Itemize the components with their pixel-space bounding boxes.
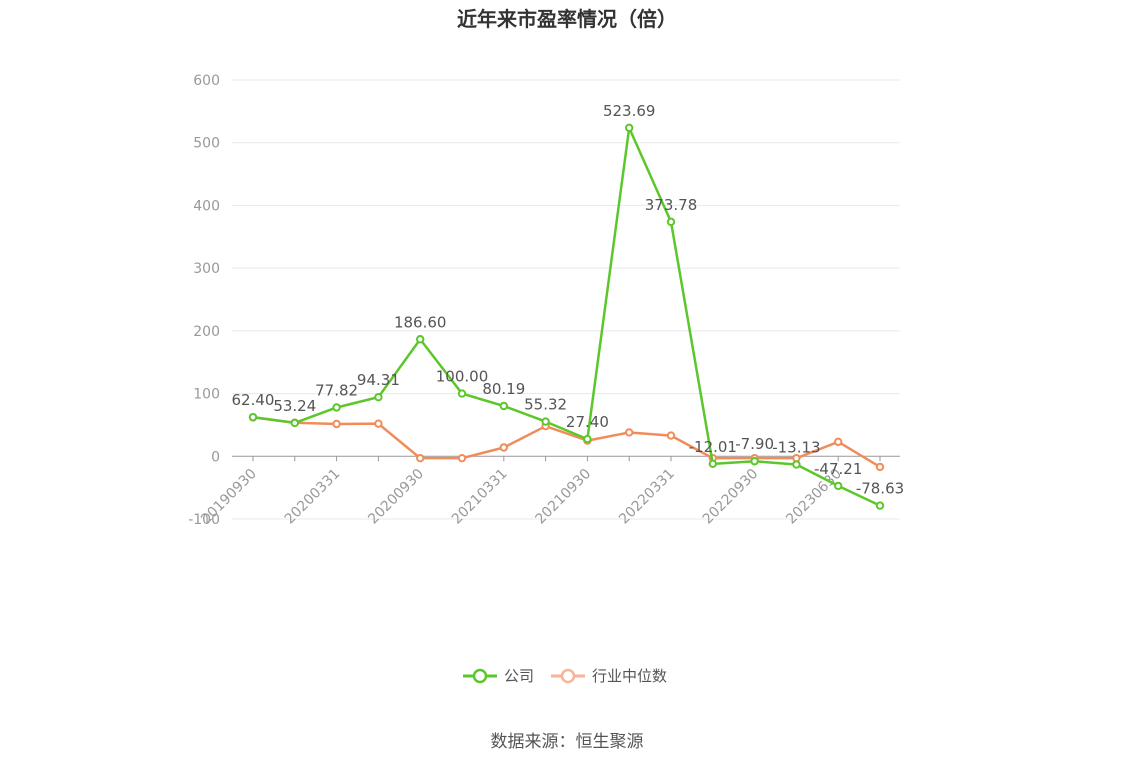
- data-point-1-14: [834, 437, 843, 447]
- data-label-0: 62.40: [232, 391, 275, 409]
- legend-item-company[interactable]: 公司: [463, 667, 534, 685]
- data-label-12: -7.90: [735, 435, 774, 453]
- legend-industry-marker: [560, 668, 576, 684]
- y-tick-label: 0: [211, 449, 220, 465]
- data-label-13: -13.13: [772, 439, 820, 457]
- data-label-3: 94.31: [357, 371, 400, 389]
- data-point-1-5: [457, 453, 467, 463]
- x-tick-label: 20200930: [365, 466, 427, 528]
- series-line-0: [252, 126, 881, 507]
- data-label-10: 373.78: [645, 196, 698, 214]
- data-source: 数据来源：恒生聚源: [491, 732, 644, 752]
- legend[interactable]: 公司 行业中位数: [463, 667, 667, 685]
- y-axis: 600 500 400 300 200 100 0 -100: [188, 73, 220, 528]
- data-point-0-8: [583, 434, 592, 444]
- data-point-0-1: [290, 418, 299, 428]
- y-tick-label: 400: [193, 198, 220, 214]
- data-point-0-10: [666, 217, 676, 227]
- data-label-6: 80.19: [482, 380, 525, 398]
- data-label-5: 100.00: [436, 368, 489, 386]
- data-point-0-4: [416, 335, 425, 344]
- y-tick-label: 300: [193, 261, 220, 277]
- data-point-0-15: [875, 501, 885, 510]
- x-tick-label: 20190930: [198, 466, 260, 528]
- data-point-0-13: [792, 460, 801, 469]
- data-label-4: 186.60: [394, 313, 447, 331]
- x-axis: 20190930 20200331 20200930 20210331 20210930…: [198, 456, 881, 528]
- legend-company-marker: [472, 668, 488, 684]
- data-point-1-6: [499, 443, 508, 452]
- x-tick-label: 20220331: [616, 466, 678, 528]
- data-label-15: -78.63: [856, 480, 904, 498]
- data-point-0-5: [457, 389, 467, 398]
- data-point-1-4: [416, 453, 425, 463]
- data-point-0-3: [374, 392, 383, 402]
- data-point-0-7: [541, 417, 550, 426]
- y-tick-label: 100: [193, 387, 220, 403]
- y-tick-label: 500: [193, 136, 220, 152]
- legend-company-label: 公司: [504, 667, 534, 685]
- x-tick-label: 20220930: [700, 466, 762, 528]
- series-line-1: [252, 416, 881, 469]
- data-point-0-14: [834, 481, 843, 491]
- data-point-1-15: [875, 462, 885, 472]
- data-label-11: -12.01: [689, 438, 737, 456]
- data-point-1-2: [332, 419, 341, 429]
- data-point-0-9: [625, 123, 634, 133]
- chart-title: 近年来市盈率情况（倍）: [457, 7, 677, 31]
- data-point-1-10: [666, 431, 676, 440]
- data-point-0-6: [499, 401, 508, 411]
- x-tick-label: 20200331: [282, 466, 344, 528]
- x-tick-label: 20210930: [533, 466, 595, 528]
- data-point-0-11: [708, 459, 717, 469]
- data-label-8: 27.40: [566, 413, 609, 431]
- y-tick-label: -100: [188, 512, 220, 528]
- data-point-1-9: [625, 428, 634, 437]
- data-label-2: 77.82: [315, 381, 358, 399]
- data-point-0-2: [332, 403, 341, 412]
- data-label-7: 55.32: [524, 396, 567, 414]
- y-tick-label: 600: [193, 73, 220, 89]
- y-tick-label: 200: [193, 324, 220, 340]
- data-point-0-12: [750, 457, 759, 466]
- legend-industry-label: 行业中位数: [592, 667, 667, 685]
- grid-lines: [232, 79, 900, 520]
- data-point-1-3: [374, 419, 383, 428]
- series-lines: [248, 123, 885, 510]
- data-label-9: 523.69: [603, 102, 656, 120]
- data-label-1: 53.24: [273, 397, 316, 415]
- x-tick-label: 20210331: [449, 466, 511, 528]
- data-label-14: -47.21: [814, 460, 862, 478]
- data-point-0-0: [248, 412, 258, 422]
- legend-item-industry[interactable]: 行业中位数: [551, 667, 667, 685]
